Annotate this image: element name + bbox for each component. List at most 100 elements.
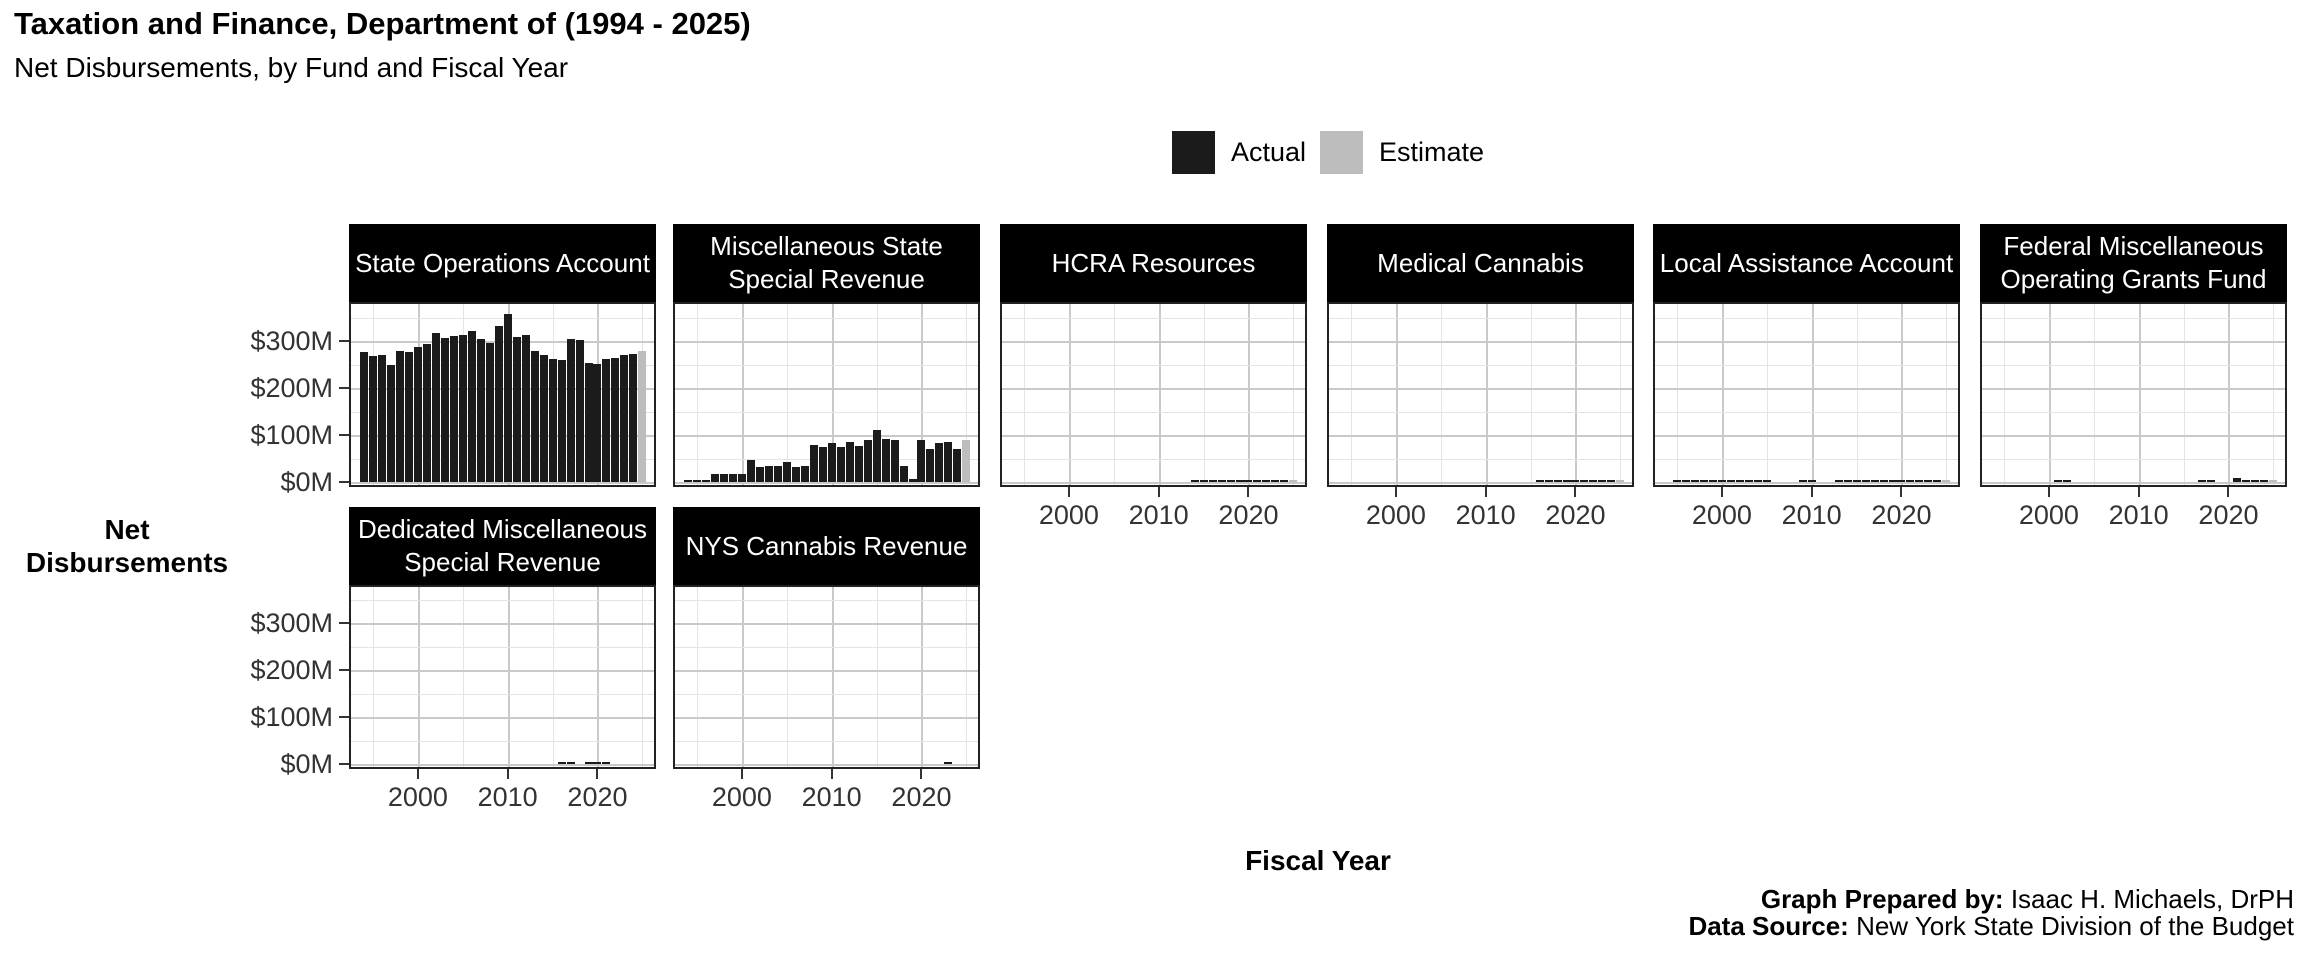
bar-actual (854, 446, 863, 482)
bar-actual (1598, 480, 1607, 482)
legend-label-actual: Actual (1231, 137, 1307, 167)
x-axis-tick-label: 2010 (801, 782, 862, 812)
bar-estimate (962, 439, 971, 482)
bar-actual (2062, 480, 2071, 482)
bar-actual (2260, 480, 2269, 482)
footer-data-source: Data Source: New York State Division of … (1688, 913, 2294, 939)
gridline-minor-vertical (642, 587, 644, 767)
bar-actual (1690, 480, 1699, 482)
facet-strip: Miscellaneous State Special Revenue (673, 224, 980, 302)
gridline-major-vertical (507, 587, 510, 767)
bar-actual (566, 338, 575, 482)
gridline-minor-vertical (696, 304, 698, 485)
gridline-minor-vertical (2003, 304, 2005, 485)
bar-actual (737, 473, 746, 482)
gridline-major-horizontal (1655, 435, 1958, 437)
bar-actual (1753, 480, 1762, 482)
bar-actual (521, 334, 530, 482)
bar-actual (602, 762, 611, 764)
facet-strip-label: Medical Cannabis (1377, 247, 1584, 278)
bar-actual (2206, 480, 2215, 482)
bar-actual (872, 429, 881, 482)
gridline-major-horizontal (1982, 341, 2285, 343)
gridline-major-vertical (1721, 304, 1724, 485)
x-axis-tick (1720, 487, 1723, 497)
gridline-minor-horizontal (675, 693, 978, 695)
bar-actual (1217, 479, 1226, 482)
gridline-major-horizontal (1329, 435, 1632, 437)
y-axis-tick-label: $100M (250, 420, 333, 450)
legend-label-estimate: Estimate (1379, 137, 1485, 167)
x-axis-tick (1247, 487, 1250, 497)
gridline-minor-vertical (1293, 304, 1295, 485)
bar-actual (557, 360, 566, 482)
x-axis-tick-label: 2020 (891, 782, 952, 812)
x-axis-tick (2137, 487, 2140, 497)
gridline-minor-horizontal (1655, 458, 1958, 460)
gridline-minor-vertical (696, 587, 698, 767)
bar-actual (1681, 480, 1690, 482)
bar-actual (1807, 480, 1816, 482)
gridline-minor-vertical (372, 587, 374, 767)
y-axis-tick-label: $0M (280, 749, 333, 779)
facet-strip: HCRA Resources (1000, 224, 1307, 302)
gridline-major-horizontal (351, 764, 654, 766)
bar-actual (1852, 480, 1861, 482)
gridline-minor-horizontal (675, 317, 978, 319)
x-axis-tick (1067, 487, 1070, 497)
gridline-major-horizontal (675, 341, 978, 343)
legend-swatch-estimate (1320, 131, 1363, 174)
gridline-major-vertical (921, 587, 924, 767)
x-axis-tick (740, 769, 743, 779)
facet-strip-label: Miscellaneous State Special Revenue (710, 231, 943, 294)
gridline-major-horizontal (675, 670, 978, 672)
gridline-minor-horizontal (675, 646, 978, 648)
x-axis-tick-label: 2020 (2198, 500, 2259, 530)
bar-actual (809, 445, 818, 482)
x-axis-tick (830, 769, 833, 779)
bar-actual (1562, 480, 1571, 482)
y-axis-tick (339, 434, 349, 436)
bar-actual (1607, 480, 1616, 482)
x-axis-tick-label: 2000 (1691, 500, 1752, 530)
y-axis-tick-label: $200M (250, 373, 333, 403)
bar-actual (557, 762, 566, 764)
gridline-minor-horizontal (1982, 411, 2285, 413)
gridline-major-horizontal (1982, 388, 2285, 390)
x-axis-tick-label: 2010 (477, 782, 538, 812)
x-axis-tick-label: 2000 (1038, 500, 1099, 530)
gridline-major-vertical (2138, 304, 2141, 485)
bar-actual (827, 443, 836, 482)
bar-estimate (638, 351, 647, 482)
gridline-major-horizontal (1002, 341, 1305, 343)
x-axis-tick (1484, 487, 1487, 497)
bar-actual (611, 357, 620, 482)
gridline-minor-vertical (1350, 304, 1352, 485)
bar-actual (2251, 480, 2260, 482)
y-axis-tick (339, 481, 349, 483)
bar-actual (755, 466, 764, 482)
gridline-minor-vertical (552, 587, 554, 767)
bar-actual (593, 363, 602, 482)
gridline-minor-vertical (1676, 304, 1678, 485)
y-axis-tick (339, 622, 349, 624)
bar-actual (1735, 480, 1744, 482)
x-axis-tick (1810, 487, 1813, 497)
bar-actual (863, 440, 872, 482)
bar-actual (782, 462, 791, 482)
gridline-minor-vertical (1766, 304, 1768, 485)
gridline-minor-vertical (1946, 304, 1948, 485)
bar-actual (360, 351, 368, 482)
bar-actual (602, 359, 611, 482)
bar-actual (1717, 480, 1726, 482)
gridline-minor-vertical (1440, 304, 1442, 485)
bar-actual (1708, 480, 1717, 482)
gridline-major-horizontal (1329, 482, 1632, 484)
facet-strip: Federal Miscellaneous Operating Grants F… (1980, 224, 2287, 302)
facet-panel (1000, 302, 1307, 487)
gridline-major-horizontal (1982, 482, 2285, 484)
gridline-major-vertical (1575, 304, 1578, 485)
bar-actual (881, 438, 890, 482)
gridline-minor-vertical (1203, 304, 1205, 485)
y-axis-tick (339, 387, 349, 389)
